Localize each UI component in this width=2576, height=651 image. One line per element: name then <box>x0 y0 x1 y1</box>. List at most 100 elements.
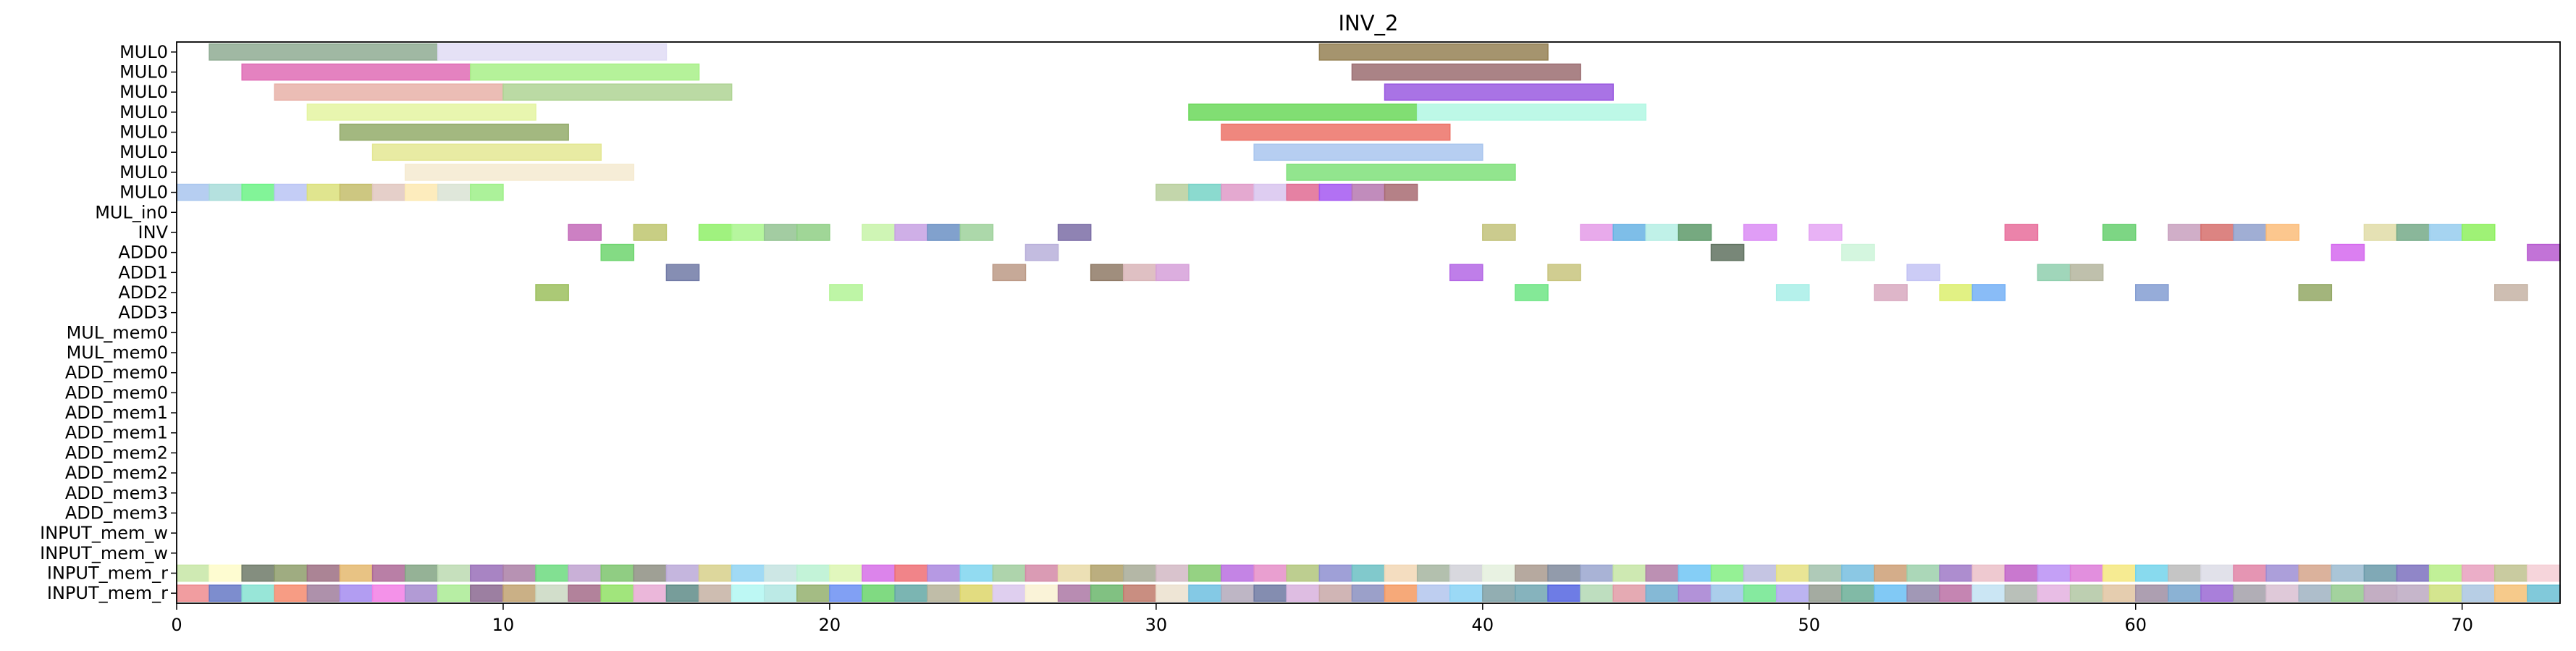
y-tick-label: ADD3 <box>118 303 168 323</box>
task-bar <box>371 183 406 201</box>
x-tick-label: 30 <box>1145 615 1168 635</box>
memory-cell-bar <box>1057 564 1092 582</box>
memory-cell-bar <box>600 564 635 582</box>
y-tick-label: MUL0 <box>119 42 168 62</box>
task-bar <box>209 43 439 61</box>
task-bar <box>1939 284 1974 301</box>
y-tick-label: ADD1 <box>118 262 168 282</box>
task-bar <box>176 183 210 201</box>
memory-cell-bar <box>1971 584 2006 602</box>
memory-cell-bar <box>731 584 765 602</box>
task-bar <box>862 224 896 241</box>
memory-cell-bar <box>1156 584 1190 602</box>
memory-cell-bar <box>927 564 961 582</box>
y-tick-label: MUL_mem0 <box>67 343 168 363</box>
y-tick-label: ADD0 <box>118 243 168 263</box>
memory-cell-bar <box>894 564 928 582</box>
memory-cell-bar <box>2265 584 2299 602</box>
memory-cell-bar <box>2037 584 2071 602</box>
memory-cell-bar <box>2461 584 2496 602</box>
memory-cell-bar <box>2102 564 2137 582</box>
task-bar <box>1580 224 1614 241</box>
memory-cell-bar <box>2396 584 2430 602</box>
memory-cell-bar <box>1971 564 2006 582</box>
memory-cell-bar <box>665 584 700 602</box>
memory-cell-bar <box>1743 584 1777 602</box>
memory-cell-bar <box>1449 584 1483 602</box>
y-tick-label: INPUT_mem_r <box>47 583 168 603</box>
memory-cell-bar <box>862 584 896 602</box>
memory-cell-bar <box>2004 564 2039 582</box>
y-tick-label: INV <box>138 222 169 243</box>
y-tick-label: INPUT_mem_r <box>47 563 168 583</box>
task-bar <box>763 224 798 241</box>
memory-cell-bar <box>1515 584 1549 602</box>
task-bar <box>2494 284 2528 301</box>
task-bar <box>404 183 439 201</box>
task-bar <box>1678 224 1712 241</box>
task-bar <box>2363 224 2398 241</box>
x-ticks: 0 10 20 30 40 50 60 70 <box>171 603 2473 635</box>
memory-cell-bar <box>2363 584 2398 602</box>
memory-cell-bar <box>568 584 602 602</box>
task-bar <box>339 183 374 201</box>
memory-cell-bar <box>1482 584 1516 602</box>
task-bar <box>829 284 863 301</box>
task-bar <box>665 264 700 282</box>
memory-cell-bar <box>731 564 765 582</box>
task-bar <box>241 63 471 81</box>
task-bar <box>1906 264 1940 282</box>
memory-cell-bar <box>241 584 276 602</box>
task-bar <box>1253 183 1288 201</box>
memory-cell-bar <box>763 584 798 602</box>
memory-cell-bar <box>1580 584 1614 602</box>
memory-cell-bar <box>1221 564 1255 582</box>
task-bar <box>2331 243 2365 261</box>
memory-cell-bar <box>1123 584 1157 602</box>
memory-cell-bar <box>2331 584 2365 602</box>
task-bar <box>1286 164 1516 181</box>
memory-cell-bar <box>2135 564 2169 582</box>
memory-cell-bar <box>2265 564 2299 582</box>
memory-cell-bar <box>1612 564 1647 582</box>
memory-cell-bar <box>2428 564 2463 582</box>
memory-cell-bar <box>1612 584 1647 602</box>
task-bar <box>437 183 471 201</box>
memory-cell-bar <box>1515 564 1549 582</box>
task-bar <box>2527 243 2561 261</box>
y-tick-label: MUL0 <box>119 62 168 83</box>
memory-cell-bar <box>600 584 635 602</box>
task-bar <box>1971 284 2006 301</box>
memory-cell-bar <box>959 584 994 602</box>
memory-cell-bar <box>633 584 668 602</box>
memory-cell-bar <box>2069 584 2104 602</box>
memory-cell-bar <box>568 564 602 582</box>
task-bar <box>1809 224 1843 241</box>
memory-cell-bar <box>2461 564 2496 582</box>
memory-cell-bar <box>1809 564 1843 582</box>
memory-cell-bar <box>535 564 569 582</box>
memory-cell-bar <box>862 564 896 582</box>
task-bar <box>894 224 928 241</box>
memory-cell-bar <box>1351 584 1386 602</box>
memory-cell-bar <box>1188 584 1222 602</box>
memory-cell-bar <box>796 564 830 582</box>
task-bar <box>1482 224 1516 241</box>
memory-cell-bar <box>1710 564 1745 582</box>
task-bars <box>176 43 2561 602</box>
task-bar <box>1221 183 1255 201</box>
task-bar <box>1286 183 1321 201</box>
memory-cell-bar <box>535 584 569 602</box>
memory-cell-bar <box>2396 564 2430 582</box>
memory-cell-bar <box>2233 584 2267 602</box>
memory-cell-bar <box>1939 584 1974 602</box>
task-bar <box>1841 243 1875 261</box>
memory-cell-bar <box>1416 564 1451 582</box>
memory-cell-bar <box>1416 584 1451 602</box>
memory-cell-bar <box>829 584 863 602</box>
task-bar <box>1515 284 1549 301</box>
y-tick-label: ADD_mem3 <box>65 483 168 503</box>
memory-cell-bar <box>2527 584 2561 602</box>
task-bar <box>2135 284 2169 301</box>
memory-cell-bar <box>1678 584 1712 602</box>
